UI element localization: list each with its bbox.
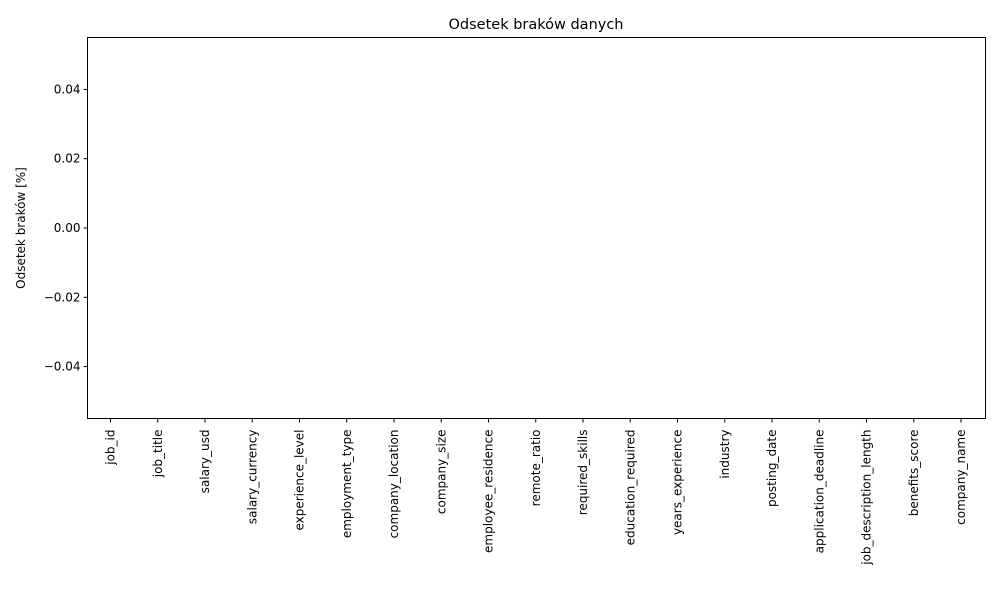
x-tick-label: years_experience (671, 430, 685, 536)
x-tick-label: company_size (434, 430, 448, 515)
x-tick-label: company_location (387, 430, 401, 539)
x-axis: job_id job_title salary_usd salary_currency… (104, 418, 968, 566)
x-tick-label: posting_date (765, 430, 779, 508)
x-tick-label: application_deadline (812, 430, 826, 554)
x-tick-label: employment_type (340, 430, 354, 539)
y-tick-label: −0.04 (44, 360, 81, 374)
x-tick-label: remote_ratio (529, 430, 543, 507)
x-tick-label: required_skills (576, 430, 590, 516)
x-tick-label: education_required (623, 430, 637, 546)
chart-title: Odsetek braków danych (449, 17, 624, 33)
x-tick-label: salary_currency (245, 430, 259, 525)
y-axis: −0.04 −0.02 0.00 0.02 0.04 (44, 82, 88, 374)
y-axis-label: Odsetek braków [%] (14, 167, 28, 289)
y-tick-label: −0.02 (44, 290, 81, 304)
x-tick-label: experience_level (293, 430, 307, 531)
x-tick-label: job_id (104, 430, 118, 466)
y-tick-label: 0.00 (54, 221, 81, 235)
x-tick-label: job_title (151, 430, 165, 479)
x-tick-label: company_name (954, 430, 968, 525)
plot-frame (87, 37, 986, 419)
x-tick-label: salary_usd (198, 430, 212, 494)
x-tick-label: industry (718, 430, 732, 479)
x-tick-label: benefits_score (907, 430, 921, 517)
x-tick-label: job_description_length (860, 430, 874, 566)
x-tick-label: employee_residence (482, 430, 496, 553)
y-tick-label: 0.02 (54, 152, 81, 166)
y-tick-label: 0.04 (54, 82, 81, 96)
